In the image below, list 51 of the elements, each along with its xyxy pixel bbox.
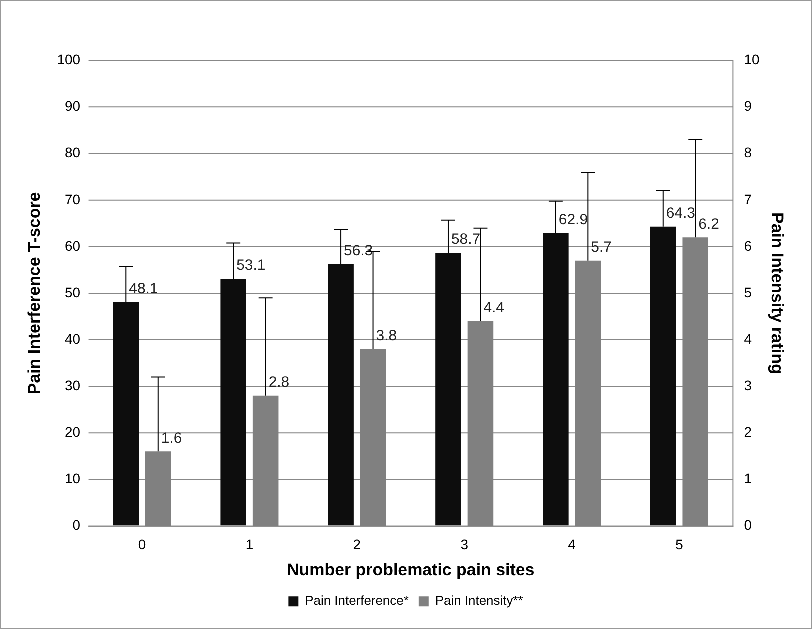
x-tick-label: 3 bbox=[460, 536, 469, 552]
y2-tick-label: 1 bbox=[744, 470, 752, 486]
data-label: 58.7 bbox=[451, 231, 481, 248]
legend-label: Pain Interference* bbox=[305, 593, 409, 608]
y2-tick-label: 5 bbox=[744, 284, 752, 300]
data-label: 56.3 bbox=[344, 242, 374, 260]
data-label: 1.6 bbox=[161, 430, 182, 447]
bar bbox=[543, 233, 569, 526]
y-axis-title: Pain Interference T-score bbox=[24, 192, 44, 395]
x-axis-title: Number problematic pain sites bbox=[287, 560, 535, 580]
y-tick-label: 10 bbox=[65, 470, 81, 486]
y2-tick-label: 4 bbox=[744, 330, 752, 347]
y-tick-label: 80 bbox=[65, 144, 81, 161]
data-label: 62.9 bbox=[558, 212, 588, 229]
data-label: 3.8 bbox=[376, 327, 398, 344]
data-label: 4.4 bbox=[484, 300, 504, 317]
bar bbox=[436, 252, 462, 526]
y2-tick-label: 10 bbox=[744, 52, 760, 68]
y2-tick-label: 3 bbox=[744, 377, 752, 394]
x-tick-label: 2 bbox=[353, 536, 362, 552]
y-tick-label: 30 bbox=[65, 377, 81, 394]
y2-tick-label: 2 bbox=[744, 424, 752, 440]
y-tick-label: 40 bbox=[65, 330, 81, 347]
data-label: 48.1 bbox=[129, 280, 158, 298]
y-tick-label: 0 bbox=[72, 516, 81, 533]
data-label: 2.8 bbox=[268, 374, 290, 392]
y-tick-label: 20 bbox=[65, 424, 81, 440]
bar bbox=[650, 226, 676, 526]
bar bbox=[220, 279, 246, 526]
y2-tick-label: 0 bbox=[744, 516, 752, 533]
y-tick-label: 50 bbox=[65, 284, 81, 300]
y2-axis-title: Pain Intensity rating bbox=[768, 212, 788, 374]
y-tick-label: 70 bbox=[65, 191, 81, 208]
data-label: 53.1 bbox=[236, 257, 266, 274]
y-tick-label: 60 bbox=[65, 238, 81, 254]
x-tick-label: 4 bbox=[568, 536, 576, 552]
x-tick-label: 5 bbox=[676, 536, 684, 552]
bar bbox=[328, 264, 354, 526]
x-tick-label: 1 bbox=[246, 536, 254, 552]
bar bbox=[113, 302, 140, 526]
y2-tick-label: 6 bbox=[744, 238, 752, 254]
x-tick-label: 0 bbox=[138, 536, 146, 552]
y-tick-label: 90 bbox=[65, 98, 81, 114]
y2-tick-label: 7 bbox=[744, 191, 752, 208]
data-label: 64.3 bbox=[666, 205, 696, 222]
y2-tick-label: 8 bbox=[744, 144, 752, 161]
legend-label: Pain Intensity** bbox=[435, 593, 524, 608]
data-label: 6.2 bbox=[698, 216, 720, 233]
y2-tick-label: 9 bbox=[744, 98, 752, 114]
y-tick-label: 100 bbox=[57, 52, 81, 68]
data-label: 5.7 bbox=[591, 239, 612, 256]
